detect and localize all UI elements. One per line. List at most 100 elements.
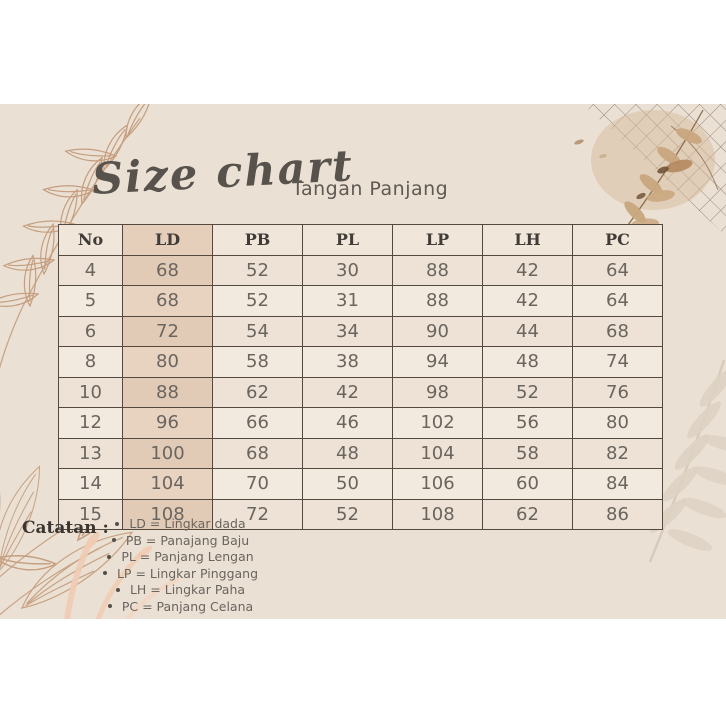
measurement-cell: 90 xyxy=(392,315,483,347)
measurement-cell: 82 xyxy=(572,437,663,469)
measurement-cell: 88 xyxy=(392,285,483,317)
measurement-cell: 31 xyxy=(302,285,393,317)
measurement-cell: 80 xyxy=(122,346,213,378)
note-item: PB = Panajang Baju xyxy=(111,532,250,548)
measurement-cell: 108 xyxy=(122,498,213,530)
measurement-cell: 34 xyxy=(302,315,393,347)
measurement-cell: 104 xyxy=(122,468,213,500)
measurement-cell: 42 xyxy=(482,285,573,317)
measurement-cell: 52 xyxy=(212,254,303,286)
measurement-cell: 108 xyxy=(392,498,483,530)
size-number-cell: 10 xyxy=(58,376,123,408)
note-text: LP = Lingkar Pinggang xyxy=(116,565,259,581)
size-number-cell: 14 xyxy=(58,468,123,500)
measurement-cell: 48 xyxy=(482,346,573,378)
note-text: LD = Lingkar dada xyxy=(129,516,246,531)
measurement-cell: 94 xyxy=(392,346,483,378)
measurement-cell: 46 xyxy=(302,407,393,439)
measurement-cell: 30 xyxy=(302,254,393,286)
measurement-cell: 64 xyxy=(572,254,663,286)
note-item: LD = Lingkar dada xyxy=(115,516,246,531)
measurement-cell: 58 xyxy=(212,346,303,378)
note-text: PL = Panjang Lengan xyxy=(121,549,254,564)
notes-list: LD = Lingkar dada PB = Panajang Baju PL = … xyxy=(88,517,273,613)
measurement-cell: 42 xyxy=(302,376,393,408)
table-row: 4 68 52 30 88 42 64 xyxy=(58,254,663,286)
note-item: PC = Panjang Celana xyxy=(107,598,254,614)
bullet-icon xyxy=(115,587,120,592)
column-header-lh: LH xyxy=(482,224,573,256)
size-chart-panel: Size chart Tangan Panjang No LD PB PL LP LH PC… xyxy=(0,104,726,619)
measurement-cell: 98 xyxy=(392,376,483,408)
measurement-cell: 88 xyxy=(392,254,483,286)
header-row: No LD PB PL LP LH PC xyxy=(58,224,663,256)
measurement-cell: 96 xyxy=(122,407,213,439)
table-row: 14 104 70 50 106 60 84 xyxy=(58,468,663,500)
measurement-cell: 66 xyxy=(212,407,303,439)
measurement-cell: 106 xyxy=(392,468,483,500)
table-row: 6 72 54 34 90 44 68 xyxy=(58,315,663,347)
measurement-cell: 74 xyxy=(572,346,663,378)
size-number-cell: 8 xyxy=(58,346,123,378)
measurement-cell: 68 xyxy=(572,315,663,347)
measurement-cell: 102 xyxy=(392,407,483,439)
size-number-cell: 13 xyxy=(58,437,123,469)
measurement-cell: 72 xyxy=(122,315,213,347)
measurement-cell: 52 xyxy=(212,285,303,317)
measurement-cell: 54 xyxy=(212,315,303,347)
measurement-cell: 104 xyxy=(392,437,483,469)
note-text: PB = Panajang Baju xyxy=(125,532,250,548)
note-text: PC = Panjang Celana xyxy=(121,598,254,614)
measurement-cell: 50 xyxy=(302,468,393,500)
measurement-cell: 88 xyxy=(122,376,213,408)
size-number-cell: 12 xyxy=(58,407,123,439)
page-subtitle: Tangan Panjang xyxy=(292,178,449,200)
column-header-pl: PL xyxy=(302,224,393,256)
measurement-cell: 76 xyxy=(572,376,663,408)
bullet-icon xyxy=(111,538,116,542)
measurement-cell: 100 xyxy=(122,437,213,469)
bullet-icon xyxy=(102,571,107,575)
measurement-cell: 62 xyxy=(482,498,573,530)
measurement-cell: 44 xyxy=(482,315,573,347)
measurement-cell: 64 xyxy=(572,285,663,317)
measurement-cell: 72 xyxy=(212,498,303,530)
measurement-cell: 62 xyxy=(212,376,303,408)
measurement-cell: 68 xyxy=(122,285,213,317)
measurement-cell: 70 xyxy=(212,468,303,500)
measurement-cell: 60 xyxy=(482,468,573,500)
measurement-cell: 86 xyxy=(572,498,663,530)
measurement-cell: 84 xyxy=(572,468,663,500)
measurement-cell: 38 xyxy=(302,346,393,378)
measurement-cell: 68 xyxy=(122,254,213,286)
note-item: LP = Lingkar Pinggang xyxy=(102,565,259,581)
note-text: LH = Lingkar Paha xyxy=(129,582,246,597)
measurement-cell: 52 xyxy=(302,498,393,530)
table-row: 10 88 62 42 98 52 76 xyxy=(58,376,663,408)
column-header-pb: PB xyxy=(212,224,303,256)
bullet-icon xyxy=(115,521,120,526)
size-number-cell: 6 xyxy=(58,315,123,347)
measurement-cell: 68 xyxy=(212,437,303,469)
size-number-cell: 4 xyxy=(58,254,123,286)
column-header-pc: PC xyxy=(572,224,663,256)
column-header-no: No xyxy=(58,224,123,256)
size-table: No LD PB PL LP LH PC 4 68 52 30 88 42 64 5 68 52 31 88 42 6… xyxy=(58,224,663,530)
measurement-cell: 56 xyxy=(482,407,573,439)
measurement-cell: 42 xyxy=(482,254,573,286)
note-item: PL = Panjang Lengan xyxy=(107,549,254,564)
column-header-lp: LP xyxy=(392,224,483,256)
size-number-cell: 5 xyxy=(58,285,123,317)
measurement-cell: 80 xyxy=(572,407,663,439)
bullet-icon xyxy=(107,554,112,559)
note-item: LH = Lingkar Paha xyxy=(115,582,246,597)
table-row: 12 96 66 46 102 56 80 xyxy=(58,407,663,439)
table-row: 8 80 58 38 94 48 74 xyxy=(58,346,663,378)
measurement-cell: 52 xyxy=(482,376,573,408)
measurement-cell: 48 xyxy=(302,437,393,469)
table-row: 5 68 52 31 88 42 64 xyxy=(58,285,663,317)
bullet-icon xyxy=(107,604,112,608)
table-row: 13 100 68 48 104 58 82 xyxy=(58,437,663,469)
column-header-ld: LD xyxy=(122,224,213,256)
